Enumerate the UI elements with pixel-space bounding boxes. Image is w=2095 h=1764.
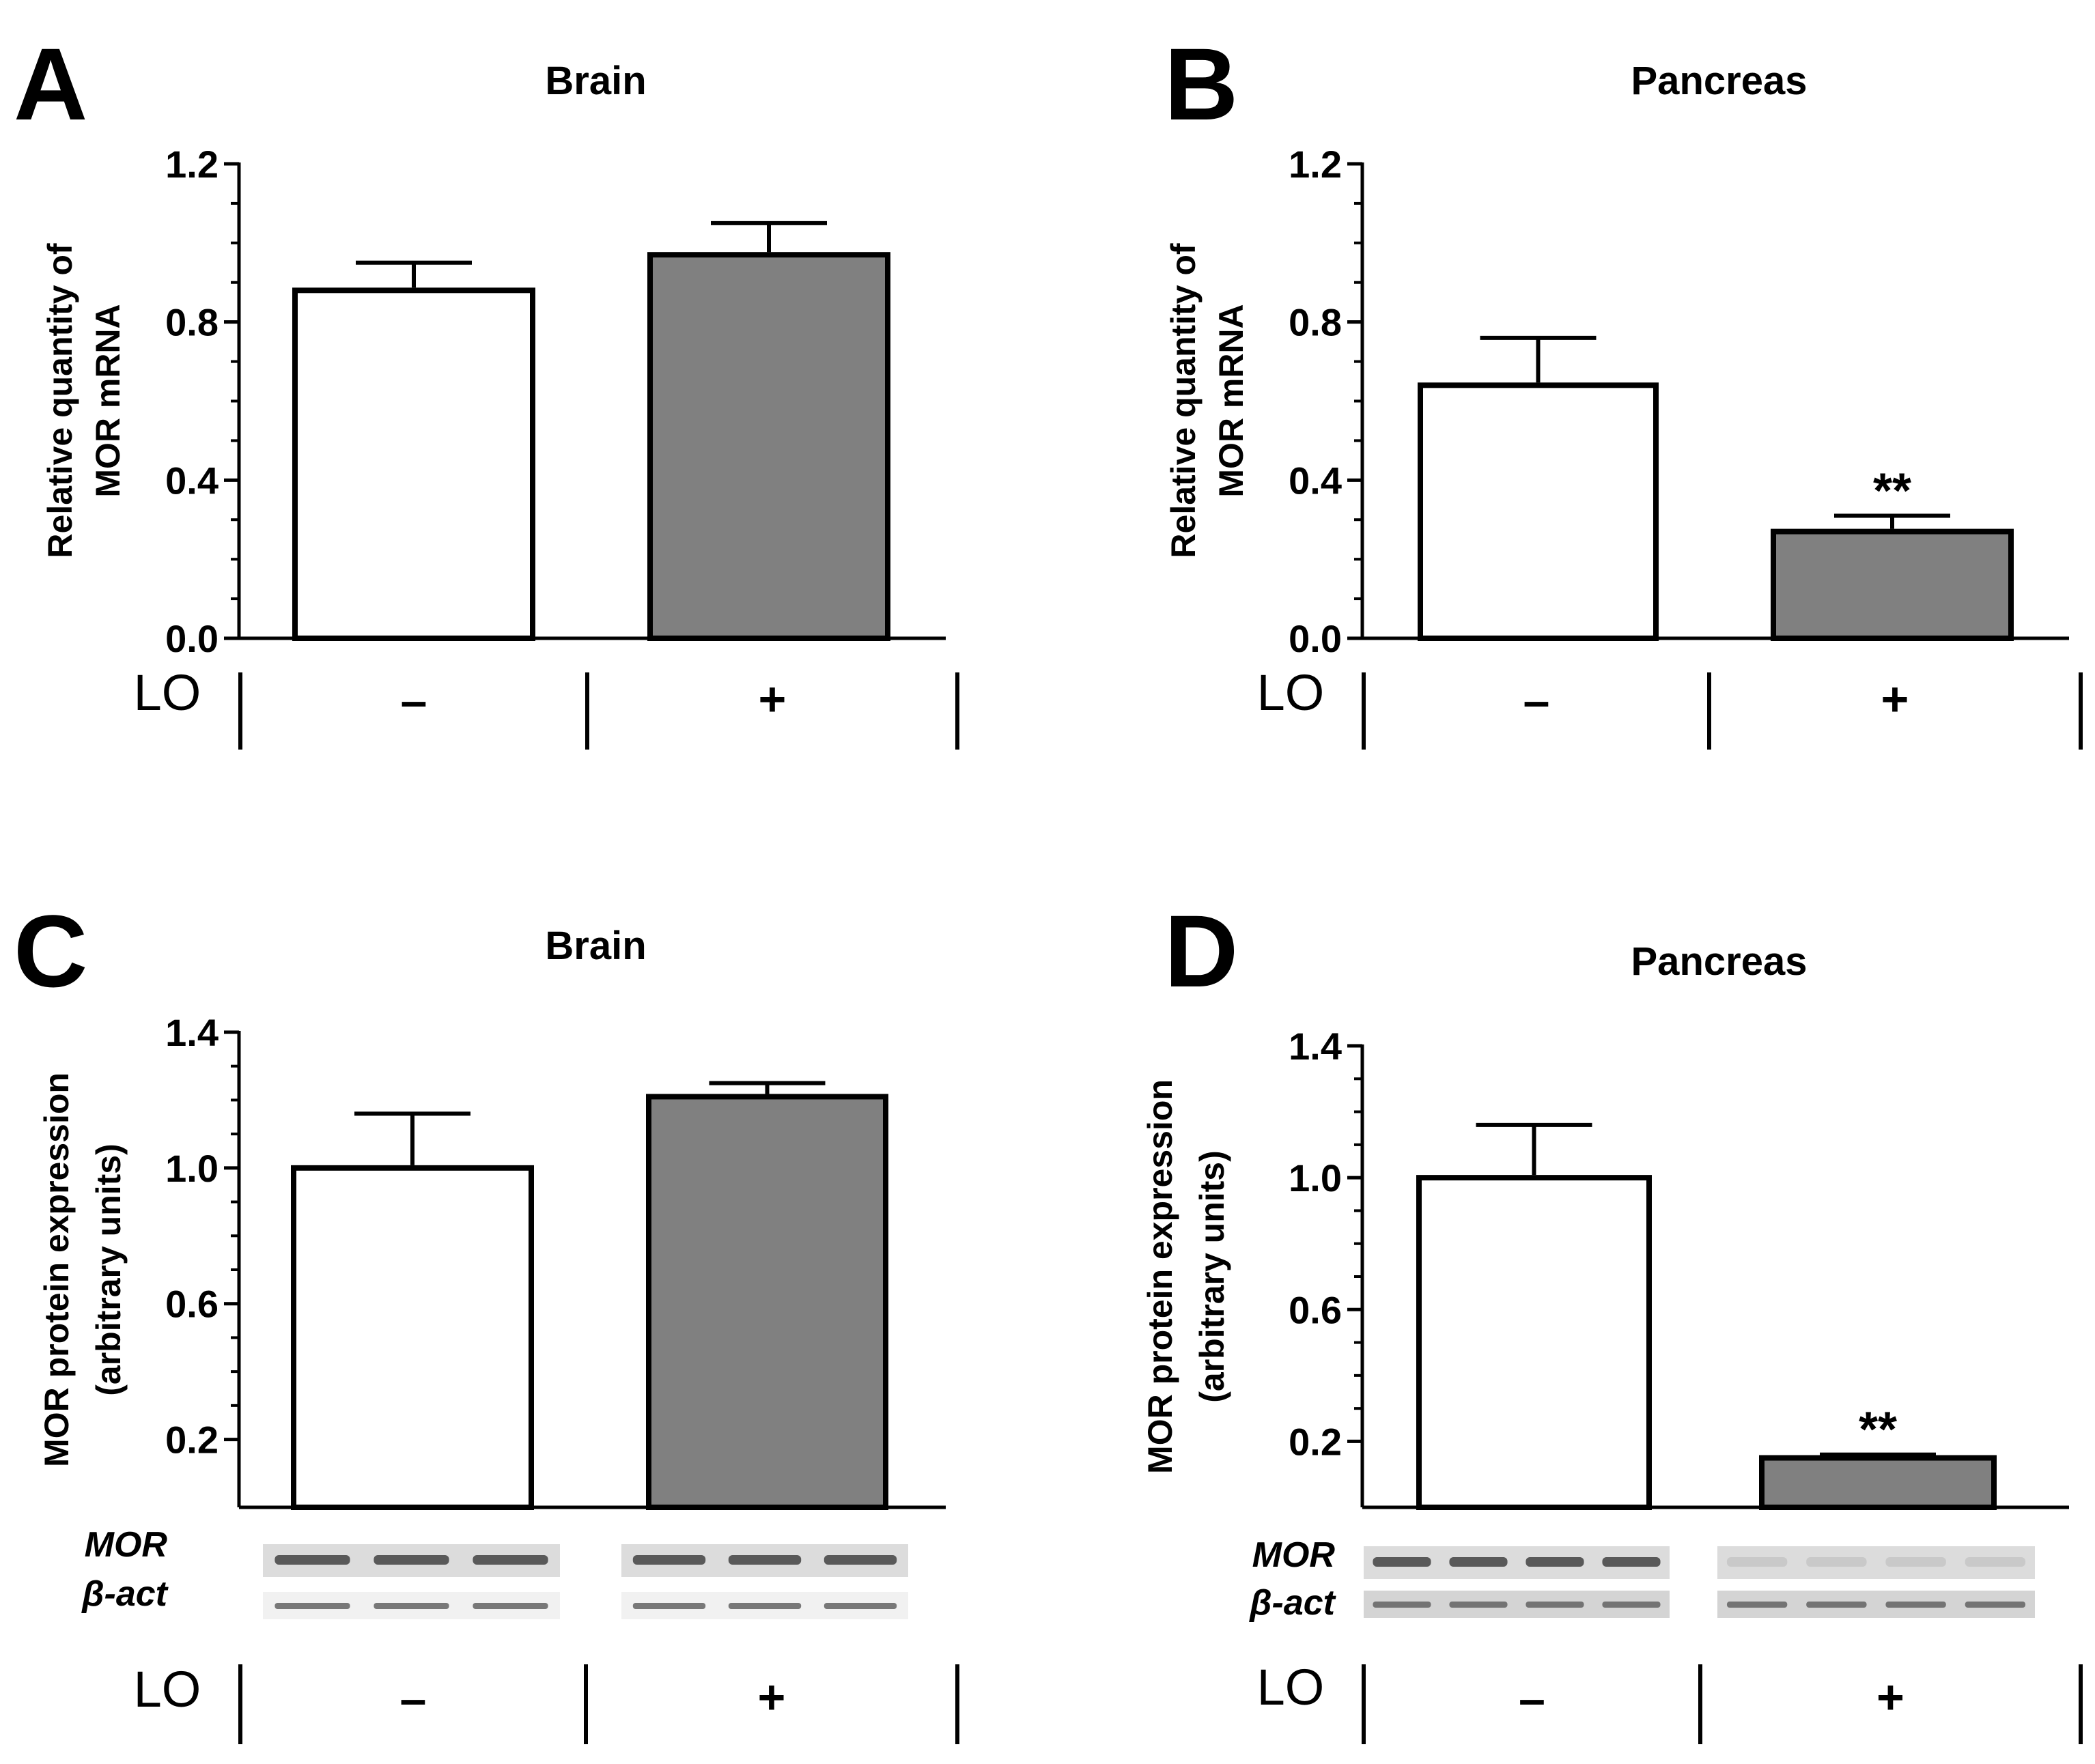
blot-band-actin — [632, 1603, 706, 1609]
significance-marker: ** — [1873, 464, 1911, 518]
bar-lo-treated — [646, 1094, 888, 1510]
panel-a: A Brain Relative quantity of MOR mRNA 0.0 0.4… — [14, 27, 959, 750]
blot-band-mor — [1806, 1557, 1867, 1567]
blot-band-mor — [1885, 1557, 1946, 1567]
group-label-lo: LO — [1257, 664, 1325, 721]
category-label: + — [1881, 672, 1909, 726]
y-axis-label: MOR protein expression — [38, 1072, 76, 1467]
category-label: – — [400, 1672, 427, 1725]
blot-label-actin: β-act — [81, 1574, 169, 1614]
group-label-lo: LO — [134, 664, 201, 721]
blot-band-mor — [632, 1555, 706, 1565]
y-tick-label: 0.2 — [1289, 1420, 1342, 1463]
blot-band-actin — [275, 1603, 350, 1609]
bar-control — [1416, 1175, 1652, 1510]
category-label: + — [758, 1670, 786, 1724]
blot-band-actin — [1373, 1602, 1431, 1608]
panel-d: D Pancreas MOR protein expression (arbitrar… — [1141, 894, 2083, 1744]
y-tick-label: 0.0 — [1289, 617, 1342, 660]
category-label: – — [1523, 674, 1550, 727]
blot-band-actin — [1449, 1602, 1508, 1608]
chart-title: Pancreas — [1631, 939, 1808, 984]
blot-band-mor — [473, 1555, 548, 1565]
blot-band-mor — [1449, 1557, 1508, 1567]
blot-band-actin — [728, 1603, 802, 1609]
blot-band-actin — [1726, 1602, 1788, 1608]
blot-band-mor — [1525, 1557, 1584, 1567]
group-label-lo: LO — [134, 1661, 201, 1718]
y-axis-label: Relative quantity of — [41, 243, 79, 558]
category-label: + — [1876, 1670, 1904, 1724]
blot-band-actin — [824, 1603, 897, 1609]
bar-control — [291, 1165, 534, 1511]
blot-band-mor — [824, 1555, 897, 1565]
blot-band-mor — [1726, 1557, 1788, 1567]
y-tick-label: 1.0 — [1289, 1156, 1342, 1199]
blot-band-actin — [1525, 1602, 1584, 1608]
y-axis-label: MOR protein expression — [1141, 1079, 1179, 1474]
y-tick-label: 0.8 — [165, 301, 219, 344]
y-tick-label: 0.4 — [165, 459, 219, 502]
blot-band-actin — [473, 1603, 548, 1609]
blot-band-actin — [1965, 1602, 2026, 1608]
blot-band-mor — [1965, 1557, 2026, 1567]
y-tick-label: 0.2 — [165, 1419, 219, 1462]
y-axis-label: Relative quantity of — [1164, 243, 1203, 558]
panel-b: B Pancreas Relative quantity of MOR mRNA 0.0… — [1164, 27, 2083, 750]
chart-title: Brain — [545, 59, 646, 103]
blot-band-mor — [1373, 1557, 1431, 1567]
y-tick-label: 0.0 — [165, 617, 219, 660]
panel-c: C Brain MOR protein expression (arbitrary u… — [14, 894, 959, 1744]
y-axis-label: MOR mRNA — [89, 304, 127, 497]
panel-letter: D — [1164, 894, 1238, 1008]
y-axis-label: (arbitrary units) — [1193, 1150, 1231, 1403]
y-axis-label: (arbitrary units) — [89, 1143, 128, 1396]
y-tick-label: 1.2 — [1289, 143, 1342, 186]
y-tick-label: 1.0 — [165, 1147, 219, 1190]
bar-lo-treated — [1771, 528, 2014, 641]
y-tick-label: 0.8 — [1289, 301, 1342, 344]
y-axis-label: MOR mRNA — [1212, 304, 1250, 497]
blot-band-mor — [728, 1555, 802, 1565]
bar-control — [292, 287, 535, 641]
bar-lo-treated — [647, 252, 890, 642]
y-tick-label: 1.4 — [1289, 1025, 1342, 1068]
category-label: + — [759, 672, 787, 726]
panel-letter: A — [14, 27, 87, 141]
y-tick-label: 0.4 — [1289, 459, 1342, 502]
blot-label-actin: β-act — [1248, 1583, 1336, 1623]
blot-band-mor — [275, 1555, 350, 1565]
blot-label-mor: MOR — [85, 1525, 168, 1565]
y-tick-label: 0.6 — [165, 1283, 219, 1326]
blot-band-mor — [1602, 1557, 1661, 1567]
y-tick-label: 0.6 — [1289, 1288, 1342, 1331]
blot-label-mor: MOR — [1252, 1535, 1336, 1575]
panel-letter: B — [1164, 27, 1238, 141]
category-label: – — [401, 674, 427, 727]
y-tick-label: 1.2 — [165, 143, 219, 186]
blot-band-mor — [374, 1555, 449, 1565]
chart-title: Brain — [545, 924, 646, 968]
bar-control — [1418, 382, 1659, 641]
blot-band-actin — [1602, 1602, 1661, 1608]
bar-lo-treated — [1759, 1455, 1997, 1511]
blot-band-actin — [1885, 1602, 1946, 1608]
panel-letter: C — [14, 894, 87, 1008]
blot-band-actin — [1806, 1602, 1867, 1608]
category-label: – — [1519, 1672, 1545, 1725]
group-label-lo: LO — [1257, 1659, 1325, 1716]
significance-marker: ** — [1859, 1403, 1897, 1457]
y-tick-label: 1.4 — [165, 1011, 219, 1054]
chart-title: Pancreas — [1631, 59, 1808, 103]
blot-band-actin — [374, 1603, 449, 1609]
